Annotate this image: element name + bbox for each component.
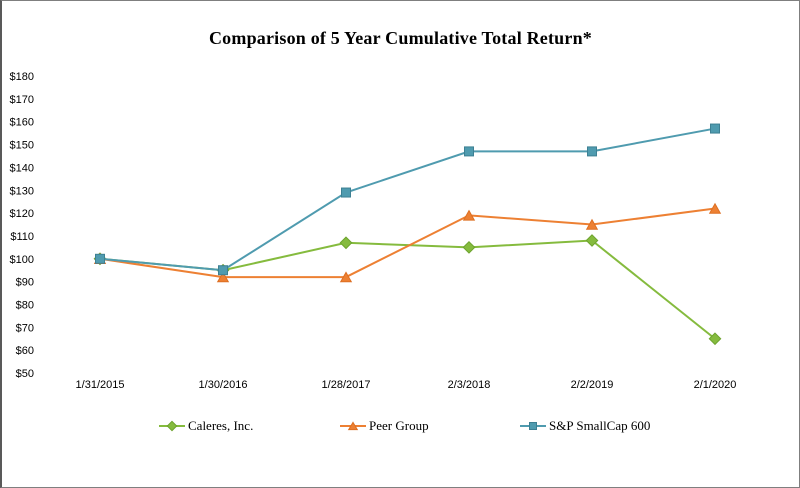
series-marker-diamond <box>462 240 476 254</box>
y-axis-tick-label: $60 <box>16 345 34 357</box>
legend-square-swatch-icon <box>520 422 546 430</box>
y-axis-tick-label: $70 <box>16 322 34 334</box>
series-marker-triangle <box>462 209 476 221</box>
y-axis-tick-label: $80 <box>16 300 34 312</box>
series-marker-diamond <box>585 234 599 247</box>
series-marker-diamond <box>166 420 178 432</box>
y-axis-tick-label: $100 <box>10 254 34 266</box>
series-marker-triangle <box>339 271 353 283</box>
chart-title: Comparison of 5 Year Cumulative Total Re… <box>208 28 592 48</box>
y-axis-tick-label: $130 <box>10 185 34 197</box>
x-axis-tick-label: 2/1/2020 <box>694 379 737 391</box>
legend-item-peer-group: Peer Group <box>340 418 429 434</box>
y-axis-tick-label: $170 <box>10 94 34 106</box>
series-marker-triangle <box>585 218 599 230</box>
series-marker-square <box>218 265 228 276</box>
chart-legend: Caleres, Inc. Peer Group S&P SmallCap 600 <box>2 418 799 434</box>
y-axis-tick-label: $120 <box>10 208 34 220</box>
legend-item-caleres-inc: Caleres, Inc. <box>159 418 253 434</box>
legend-diamond-swatch-icon <box>159 420 185 432</box>
y-axis-tick-label: $180 <box>10 71 34 83</box>
y-axis-tick-label: $110 <box>10 231 34 243</box>
legend-label: Caleres, Inc. <box>188 418 254 433</box>
y-axis-tick-label: $90 <box>16 277 34 289</box>
y-axis-tick-label: $140 <box>10 162 34 174</box>
series-marker-triangle <box>347 421 359 431</box>
series-marker-square <box>587 146 597 157</box>
y-axis-tick-label: $160 <box>10 117 34 129</box>
x-axis-tick-label: 1/30/2016 <box>199 379 248 391</box>
series-marker-diamond <box>339 236 353 250</box>
legend-triangle-swatch-icon <box>340 421 366 431</box>
series-marker-triangle <box>216 271 230 283</box>
legend-label: Peer Group <box>369 418 429 433</box>
legend-item-s-p-smallcap-600: S&P SmallCap 600 <box>520 418 650 434</box>
series-line-s-p-smallcap-600 <box>99 127 716 272</box>
series-marker-square <box>341 187 351 198</box>
x-axis-tick-label: 1/31/2015 <box>76 379 125 391</box>
series-marker-square <box>464 146 474 157</box>
series-marker-square <box>529 422 537 430</box>
series-marker-diamond <box>708 332 722 346</box>
y-axis-tick-label: $150 <box>10 140 34 152</box>
x-axis-tick-label: 2/3/2018 <box>448 379 491 391</box>
x-axis-tick-label: 2/2/2019 <box>571 379 614 391</box>
x-axis-tick-label: 1/28/2017 <box>322 379 371 391</box>
series-marker-square <box>95 253 105 264</box>
series-line-peer-group <box>99 207 716 279</box>
y-axis-tick-label: $50 <box>16 368 34 380</box>
series-marker-triangle <box>708 202 722 214</box>
series-line-caleres-inc <box>99 239 716 340</box>
series-marker-square <box>710 123 720 134</box>
legend-label: S&P SmallCap 600 <box>549 418 651 433</box>
